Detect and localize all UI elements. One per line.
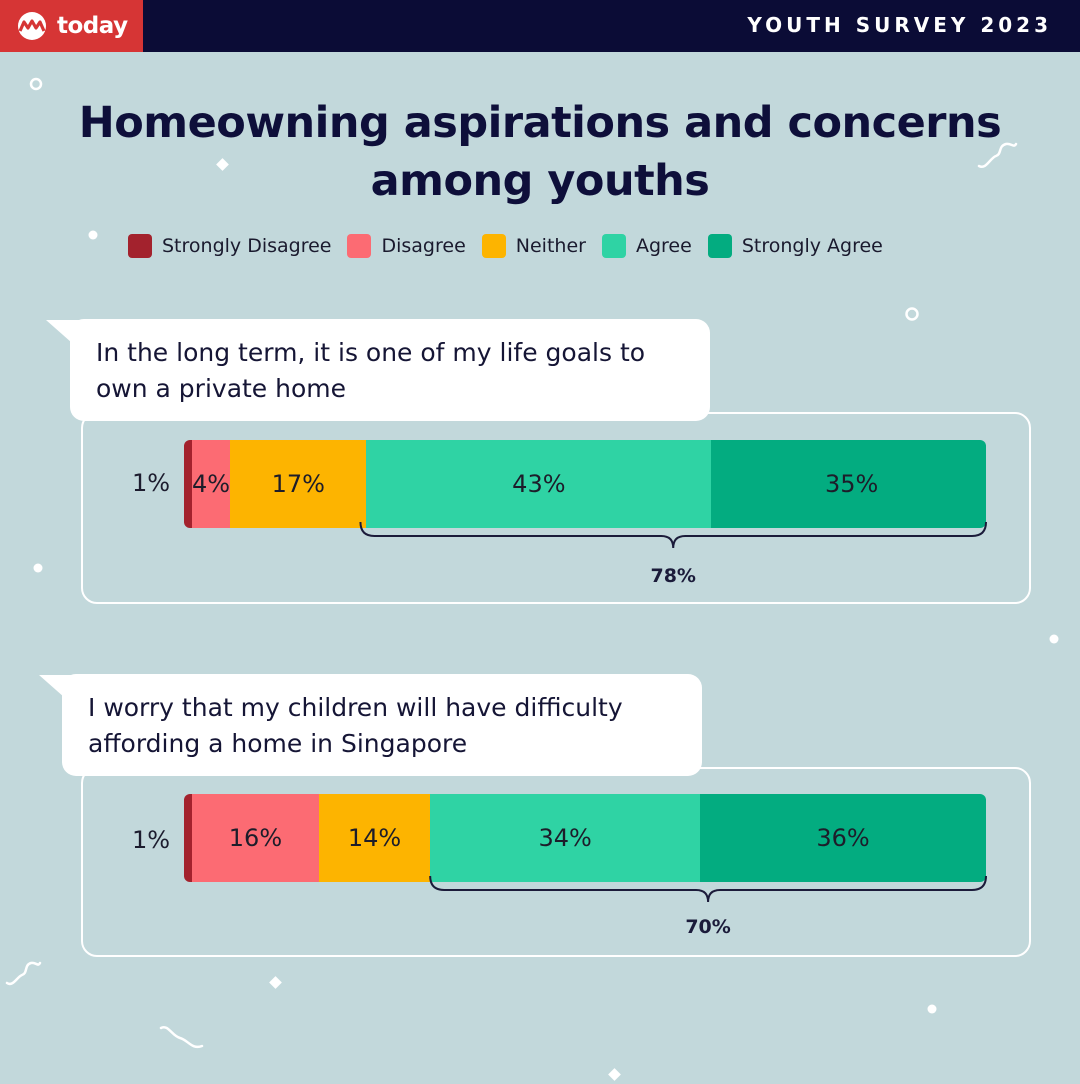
bar-lead-label-2: 1% (132, 826, 171, 854)
legend-label-strongly-disagree: Strongly Disagree (162, 235, 332, 257)
chart-title: Homeowning aspirations and concerns amon… (78, 98, 1002, 206)
legend-swatch-neither (481, 234, 506, 258)
legend-swatch-strongly-agree (707, 234, 732, 258)
decor-dot-icon (927, 1004, 937, 1014)
agree-brace-path (359, 521, 987, 549)
legend-swatch-strongly-disagree (128, 234, 152, 258)
legend-label-strongly-agree: Strongly Agree (741, 235, 883, 257)
decor-squiggle-icon (977, 142, 1018, 169)
legend-swatch-disagree (347, 234, 372, 258)
agree-total-1: 78% (650, 565, 696, 587)
brand-badge[interactable]: today (0, 0, 143, 52)
agree-total-2: 70% (685, 916, 731, 938)
speech-bubble-1: In the long term, it is one of my life g… (70, 319, 710, 421)
legend-item-neither: Neither (481, 234, 586, 258)
agree-brace-path (429, 875, 987, 903)
decor-dot-icon (1049, 634, 1059, 644)
bar2-segment-agree: 34% (430, 794, 701, 882)
header-bar: today YOUTH SURVEY 2023 (0, 0, 1080, 52)
question-statement-1: In the long term, it is one of my life g… (96, 338, 646, 403)
bar1-segment-strongly-agree: 35% (711, 440, 986, 528)
legend-label-disagree: Disagree (381, 235, 466, 257)
question-statement-2: I worry that my children will have diffi… (88, 693, 623, 758)
agree-brace-1 (359, 521, 987, 549)
decor-diamond-icon (608, 1068, 621, 1081)
bar-lead-label-1: 1% (132, 469, 171, 497)
speech-bubble-2: I worry that my children will have diffi… (62, 674, 702, 776)
bar1-segment-disagree: 4% (192, 440, 231, 528)
decor-ring-icon (905, 307, 919, 321)
brand-name: today (57, 13, 128, 39)
decor-ring-icon (29, 77, 43, 91)
decor-dot-icon (33, 563, 43, 573)
today-logo-icon (18, 12, 46, 40)
agree-brace-2 (429, 875, 987, 903)
legend-item-strongly-disagree: Strongly Disagree (128, 234, 331, 258)
bar2-segment-strongly-disagree (184, 794, 192, 882)
bar1-segment-agree: 43% (366, 440, 712, 528)
bar2-segment-strongly-agree: 36% (700, 794, 986, 882)
decor-diamond-icon (216, 158, 229, 171)
legend-item-agree: Agree (601, 234, 692, 258)
bar1-segment-neither: 17% (230, 440, 367, 528)
legend-label-agree: Agree (635, 235, 692, 257)
legend-label-neither: Neither (515, 235, 586, 257)
decor-squiggle-icon (5, 961, 42, 986)
legend-swatch-agree (601, 234, 626, 258)
decor-dot-icon (88, 230, 98, 240)
bar2-segment-disagree: 16% (191, 794, 319, 882)
stacked-bar-2: 16% 14% 34% 36% (184, 794, 986, 882)
decor-diamond-icon (269, 976, 282, 989)
survey-title: YOUTH SURVEY 2023 (747, 13, 1052, 37)
legend-item-disagree: Disagree (347, 234, 466, 258)
bar1-segment-strongly-disagree (184, 440, 193, 528)
bar2-segment-neither: 14% (318, 794, 431, 882)
stacked-bar-1: 4% 17% 43% 35% (184, 440, 986, 528)
legend: Strongly Disagree Disagree Neither Agree… (128, 234, 899, 258)
legend-item-strongly-agree: Strongly Agree (707, 234, 883, 258)
decor-squiggle-icon (159, 1025, 204, 1049)
